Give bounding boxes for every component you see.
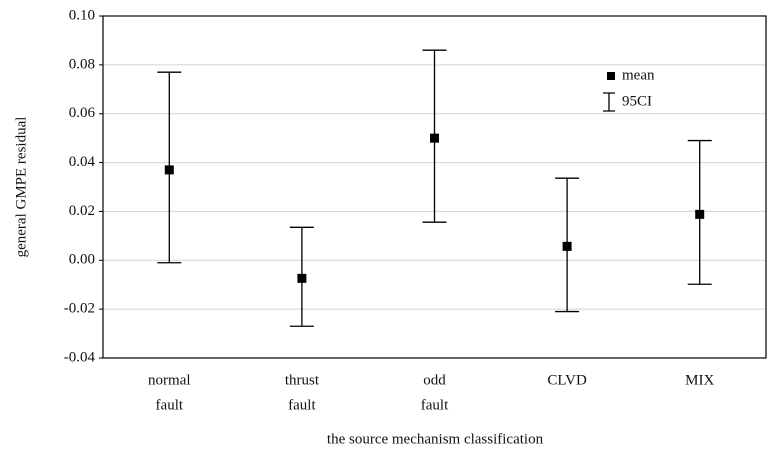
x-tick-label: fault xyxy=(421,397,449,413)
legend-label: mean xyxy=(622,67,655,83)
mean-point xyxy=(562,241,572,251)
plot-frame xyxy=(102,15,767,359)
y-tick-label: 0.00 xyxy=(69,252,95,268)
legend-mean-icon xyxy=(607,72,615,80)
x-tick-label: fault xyxy=(156,397,184,413)
x-tick-label: CLVD xyxy=(547,372,587,388)
legend-label: 95CI xyxy=(622,93,652,109)
y-tick-label: -0.04 xyxy=(64,349,96,365)
mean-point xyxy=(164,165,174,175)
legend-ci-icon xyxy=(603,92,615,112)
y-tick-label: 0.06 xyxy=(69,105,96,121)
mean-point xyxy=(695,209,705,219)
x-axis-label: the source mechanism classification xyxy=(327,431,544,447)
mean-point xyxy=(430,133,439,143)
y-tick-label: 0.10 xyxy=(69,7,95,23)
y-tick-label: 0.04 xyxy=(69,154,96,170)
y-tick-label: -0.02 xyxy=(64,301,95,317)
x-tick-label: fault xyxy=(288,397,316,413)
mean-point xyxy=(297,273,307,283)
x-tick-label: MIX xyxy=(685,372,714,388)
y-axis-label: general GMPE residual xyxy=(13,117,29,258)
x-tick-label: thrust xyxy=(285,372,320,388)
x-tick-label: normal xyxy=(148,372,191,388)
y-tick-label: 0.02 xyxy=(69,203,95,219)
y-tick-label: 0.08 xyxy=(69,56,95,72)
x-tick-label: odd xyxy=(423,372,446,388)
